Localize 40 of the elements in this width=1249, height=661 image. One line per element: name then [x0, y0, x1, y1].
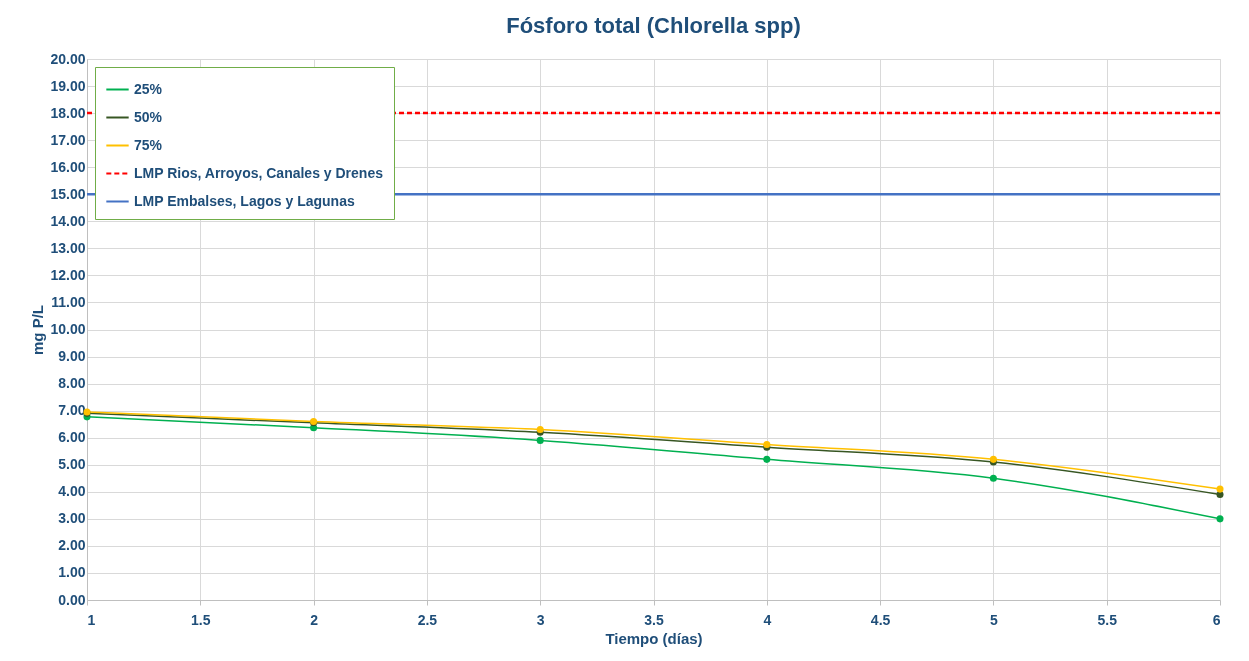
y-tick-label: 0.00 — [58, 591, 86, 608]
y-tick-label: 13.00 — [50, 239, 86, 256]
x-tick-label: 1.5 — [191, 611, 211, 628]
ref-line-label: LMP Embalses, Lagos y Lagunas — [134, 192, 355, 209]
y-tick-label: 9.00 — [58, 348, 86, 365]
y-tick-label: 14.00 — [50, 212, 86, 229]
y-tick-label: 3.00 — [58, 510, 86, 527]
y-tick-label: 18.00 — [50, 104, 86, 121]
chart-title: Fósforo total (Chlorella spp) — [506, 13, 801, 38]
y-tick-label: 5.00 — [58, 456, 86, 473]
y-tick-label: 20.00 — [50, 50, 86, 67]
y-tick-label: 7.00 — [58, 402, 86, 419]
x-axis-title: Tiempo (días) — [605, 629, 703, 647]
x-tick-label: 2 — [310, 611, 319, 628]
legend-label: LMP Rios, Arroyos, Canales y Drenes — [134, 164, 384, 181]
y-tick-label: 1.00 — [58, 564, 86, 581]
y-tick-label: 6.00 — [58, 429, 86, 446]
y-tick-label: 16.00 — [50, 158, 86, 175]
legend-label: 50% — [134, 108, 163, 125]
y-tick-label: 19.00 — [50, 77, 86, 94]
y-tick-label: 15.00 — [50, 185, 86, 202]
y-tick-label: 10.00 — [50, 321, 86, 337]
y-tick-label: 8.00 — [58, 375, 86, 392]
x-tick-label: 3 — [536, 611, 545, 628]
y-axis-title: mg P/L — [29, 304, 47, 356]
legend-label: 25% — [134, 80, 163, 97]
x-tick-label: 4 — [763, 611, 772, 628]
y-tick-label: 4.00 — [58, 483, 86, 500]
x-tick-label: 3.5 — [644, 611, 664, 628]
x-tick-label: 6 — [1212, 611, 1221, 628]
legend-label: 75% — [134, 136, 163, 153]
x-tick-label: 1 — [87, 611, 96, 628]
x-tick-label: 4.5 — [870, 611, 891, 628]
y-tick-label: 11.00 — [51, 293, 86, 310]
x-tick-label: 5 — [990, 611, 998, 628]
y-tick-label: 17.00 — [50, 131, 86, 148]
y-tick-label: 2.00 — [58, 537, 86, 554]
x-tick-label: 5.5 — [1097, 611, 1118, 628]
x-tick-label: 2.5 — [417, 611, 438, 628]
y-tick-label: 12.00 — [50, 266, 86, 283]
